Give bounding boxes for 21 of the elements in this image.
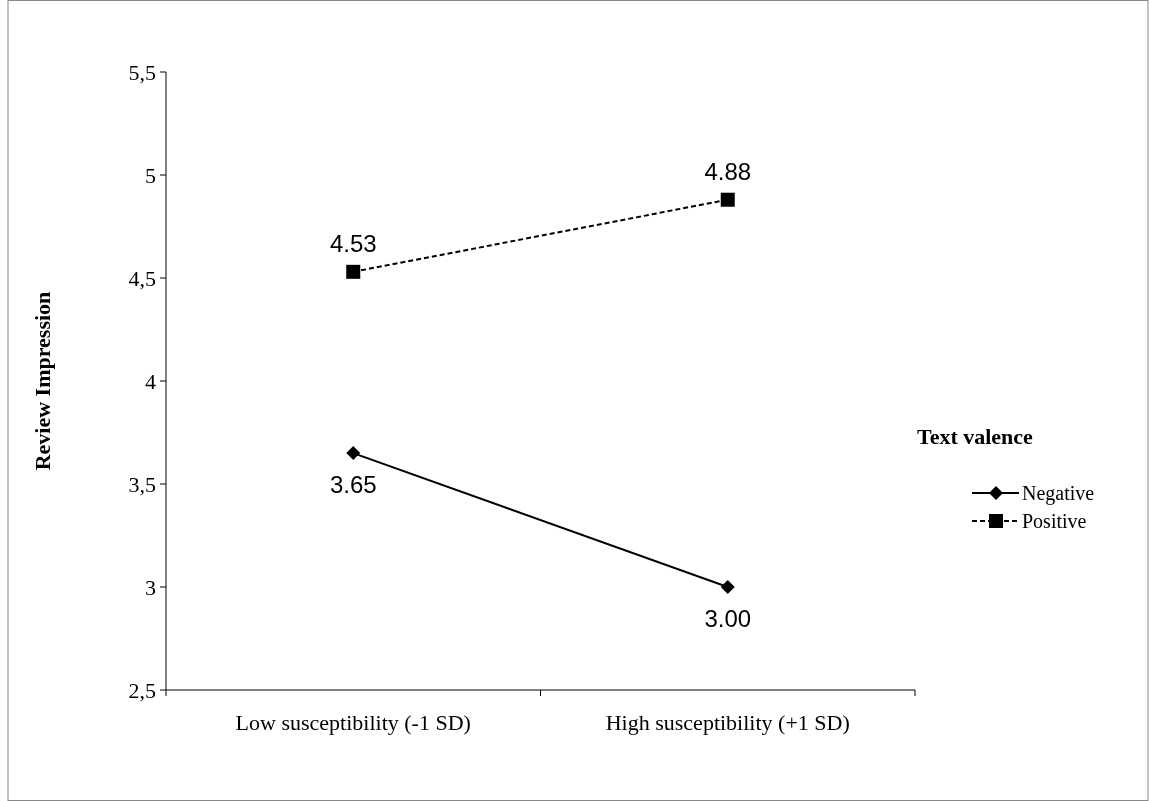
y-axis-title: Review Impression	[30, 291, 55, 471]
data-label: 3.65	[329, 471, 377, 499]
x-tick-label: High susceptibility (+1 SD)	[605, 710, 850, 735]
y-tick-label: 3	[145, 574, 156, 600]
y-tick-label: 2,5	[128, 677, 156, 703]
point	[346, 446, 361, 461]
legend-label: Negative	[1022, 482, 1095, 505]
legend-label: Positive	[1022, 510, 1087, 532]
point	[720, 580, 735, 594]
y-tick-label: 4	[145, 368, 156, 394]
data-label: 4.88	[704, 157, 752, 185]
y-tick-label: 3,5	[128, 471, 156, 497]
legend-title: Text valence	[917, 424, 1034, 449]
y-tick-label: 5	[145, 162, 156, 188]
y-tick-label: 5,5	[128, 59, 156, 85]
data-label: 4.53	[329, 229, 377, 257]
point	[346, 264, 361, 279]
y-tick-label: 4,5	[128, 265, 156, 291]
point	[720, 192, 735, 207]
data-label: 3.00	[704, 605, 752, 632]
x-tick-label: Low susceptibility (-1 SD)	[235, 710, 471, 735]
